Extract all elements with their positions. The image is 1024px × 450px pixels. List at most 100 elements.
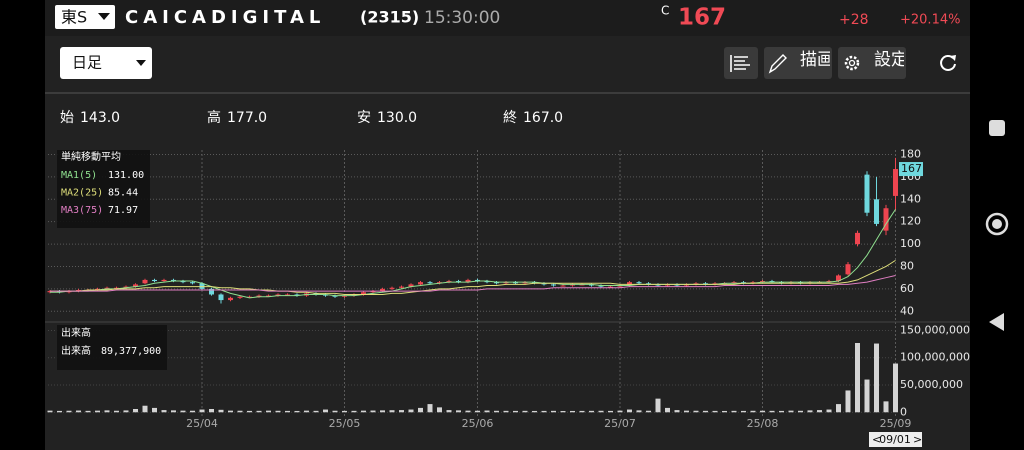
candle-body <box>750 282 756 284</box>
volume-bar <box>275 410 281 413</box>
volume-bar <box>674 410 680 413</box>
market-select[interactable] <box>55 5 115 29</box>
volume-bar <box>589 410 594 413</box>
candle-body <box>380 288 385 292</box>
candle-body <box>370 291 376 293</box>
candle-body <box>589 284 594 286</box>
x-tick-label: 25/06 <box>462 417 494 430</box>
volume-bar <box>883 401 889 413</box>
candle-body <box>399 286 404 288</box>
candle-body <box>874 199 879 224</box>
volume-bar <box>513 410 518 413</box>
volume-bar <box>684 410 689 413</box>
legend-value: 85.44 <box>108 188 138 199</box>
candle-body <box>646 283 651 285</box>
candle-body <box>665 284 670 286</box>
candle-body <box>465 279 471 283</box>
volume-bar <box>152 407 157 413</box>
volume-bar <box>760 410 765 413</box>
volume-bar <box>741 410 746 413</box>
volume-bar <box>342 410 347 413</box>
y-tick-label: 180 <box>900 147 921 160</box>
volume-bar <box>503 410 509 413</box>
candle-body <box>883 208 889 231</box>
volume-bar <box>427 404 433 413</box>
volume-bar <box>788 410 794 413</box>
volume-bar <box>817 410 822 413</box>
volume-bar <box>57 410 62 413</box>
x-tick-label: 25/05 <box>329 417 361 430</box>
candle-body <box>104 287 110 289</box>
volume-bar <box>370 410 376 413</box>
nav-home[interactable] <box>985 212 1009 236</box>
pencil-icon <box>768 54 787 74</box>
candle-body <box>570 284 575 286</box>
candle-body <box>893 169 898 196</box>
candle-body <box>617 285 623 287</box>
volume-bar <box>266 410 271 413</box>
layout-button[interactable] <box>724 47 758 79</box>
volume-bar <box>665 407 670 413</box>
volume-bar <box>807 410 813 413</box>
candle-body <box>703 283 708 285</box>
x-tick-label: 25/07 <box>604 417 636 430</box>
legend-value: 71.97 <box>108 205 138 216</box>
candle-body <box>826 281 832 283</box>
volume-bar <box>104 410 110 413</box>
price-badge-label: 167 <box>901 162 922 175</box>
nav-recent[interactable] <box>989 120 1005 136</box>
draw-button[interactable] <box>764 47 832 79</box>
candle-body <box>199 283 205 289</box>
volume-bar <box>85 410 91 413</box>
volume-bar <box>228 410 233 413</box>
volume-bar <box>494 410 499 413</box>
candle-body <box>636 282 642 284</box>
y-tick-label: 120 <box>900 215 921 228</box>
volume-bar <box>855 343 860 413</box>
candle-body <box>655 284 661 286</box>
candle-body <box>418 282 423 285</box>
legend-name: MA2(25) <box>61 188 103 199</box>
legend-name: MA3(75) <box>61 205 103 216</box>
volume-bar <box>779 410 784 413</box>
candle-body <box>693 283 699 285</box>
volume-bar <box>323 409 328 413</box>
volume-bar <box>389 410 395 413</box>
settings-button[interactable] <box>838 47 906 79</box>
candle-body <box>427 282 433 284</box>
volume-bar <box>209 409 214 413</box>
volume-bar <box>199 409 205 413</box>
volume-bar <box>608 410 613 413</box>
volume-bar <box>636 410 642 413</box>
candle-body <box>541 283 547 285</box>
volume-bar <box>142 405 148 413</box>
legend-value: 89,377,900 <box>101 346 161 357</box>
y-tick-label: 100 <box>900 237 921 250</box>
refresh-icon[interactable] <box>940 55 956 71</box>
nav-back[interactable] <box>989 313 1004 331</box>
gear-icon <box>844 55 860 71</box>
candle-body <box>332 295 338 297</box>
volume-bar <box>47 410 53 413</box>
candle-body <box>228 297 233 301</box>
close-label: 終 <box>503 110 517 126</box>
legend-title: 単純移動平均 <box>61 150 121 163</box>
candle-body <box>389 287 395 289</box>
x-tick-label: 25/04 <box>186 417 218 430</box>
legend-title: 出来高 <box>61 326 91 339</box>
y-tick-label: 60 <box>900 282 914 295</box>
header-bar <box>45 0 970 36</box>
candle-body <box>760 281 765 283</box>
y-tick-label: 50,000,000 <box>900 378 963 391</box>
period-select[interactable] <box>60 47 152 79</box>
legend-name: MA1(5) <box>61 170 97 181</box>
layout-icon <box>730 55 750 72</box>
candle-body <box>47 291 53 293</box>
time: 15:30:00 <box>424 8 500 28</box>
candle-body <box>152 279 157 282</box>
volume-bar <box>95 410 100 413</box>
candle-body <box>323 294 328 296</box>
volume-bar <box>845 390 851 413</box>
volume-bar <box>874 343 879 413</box>
candle-body <box>608 286 613 288</box>
